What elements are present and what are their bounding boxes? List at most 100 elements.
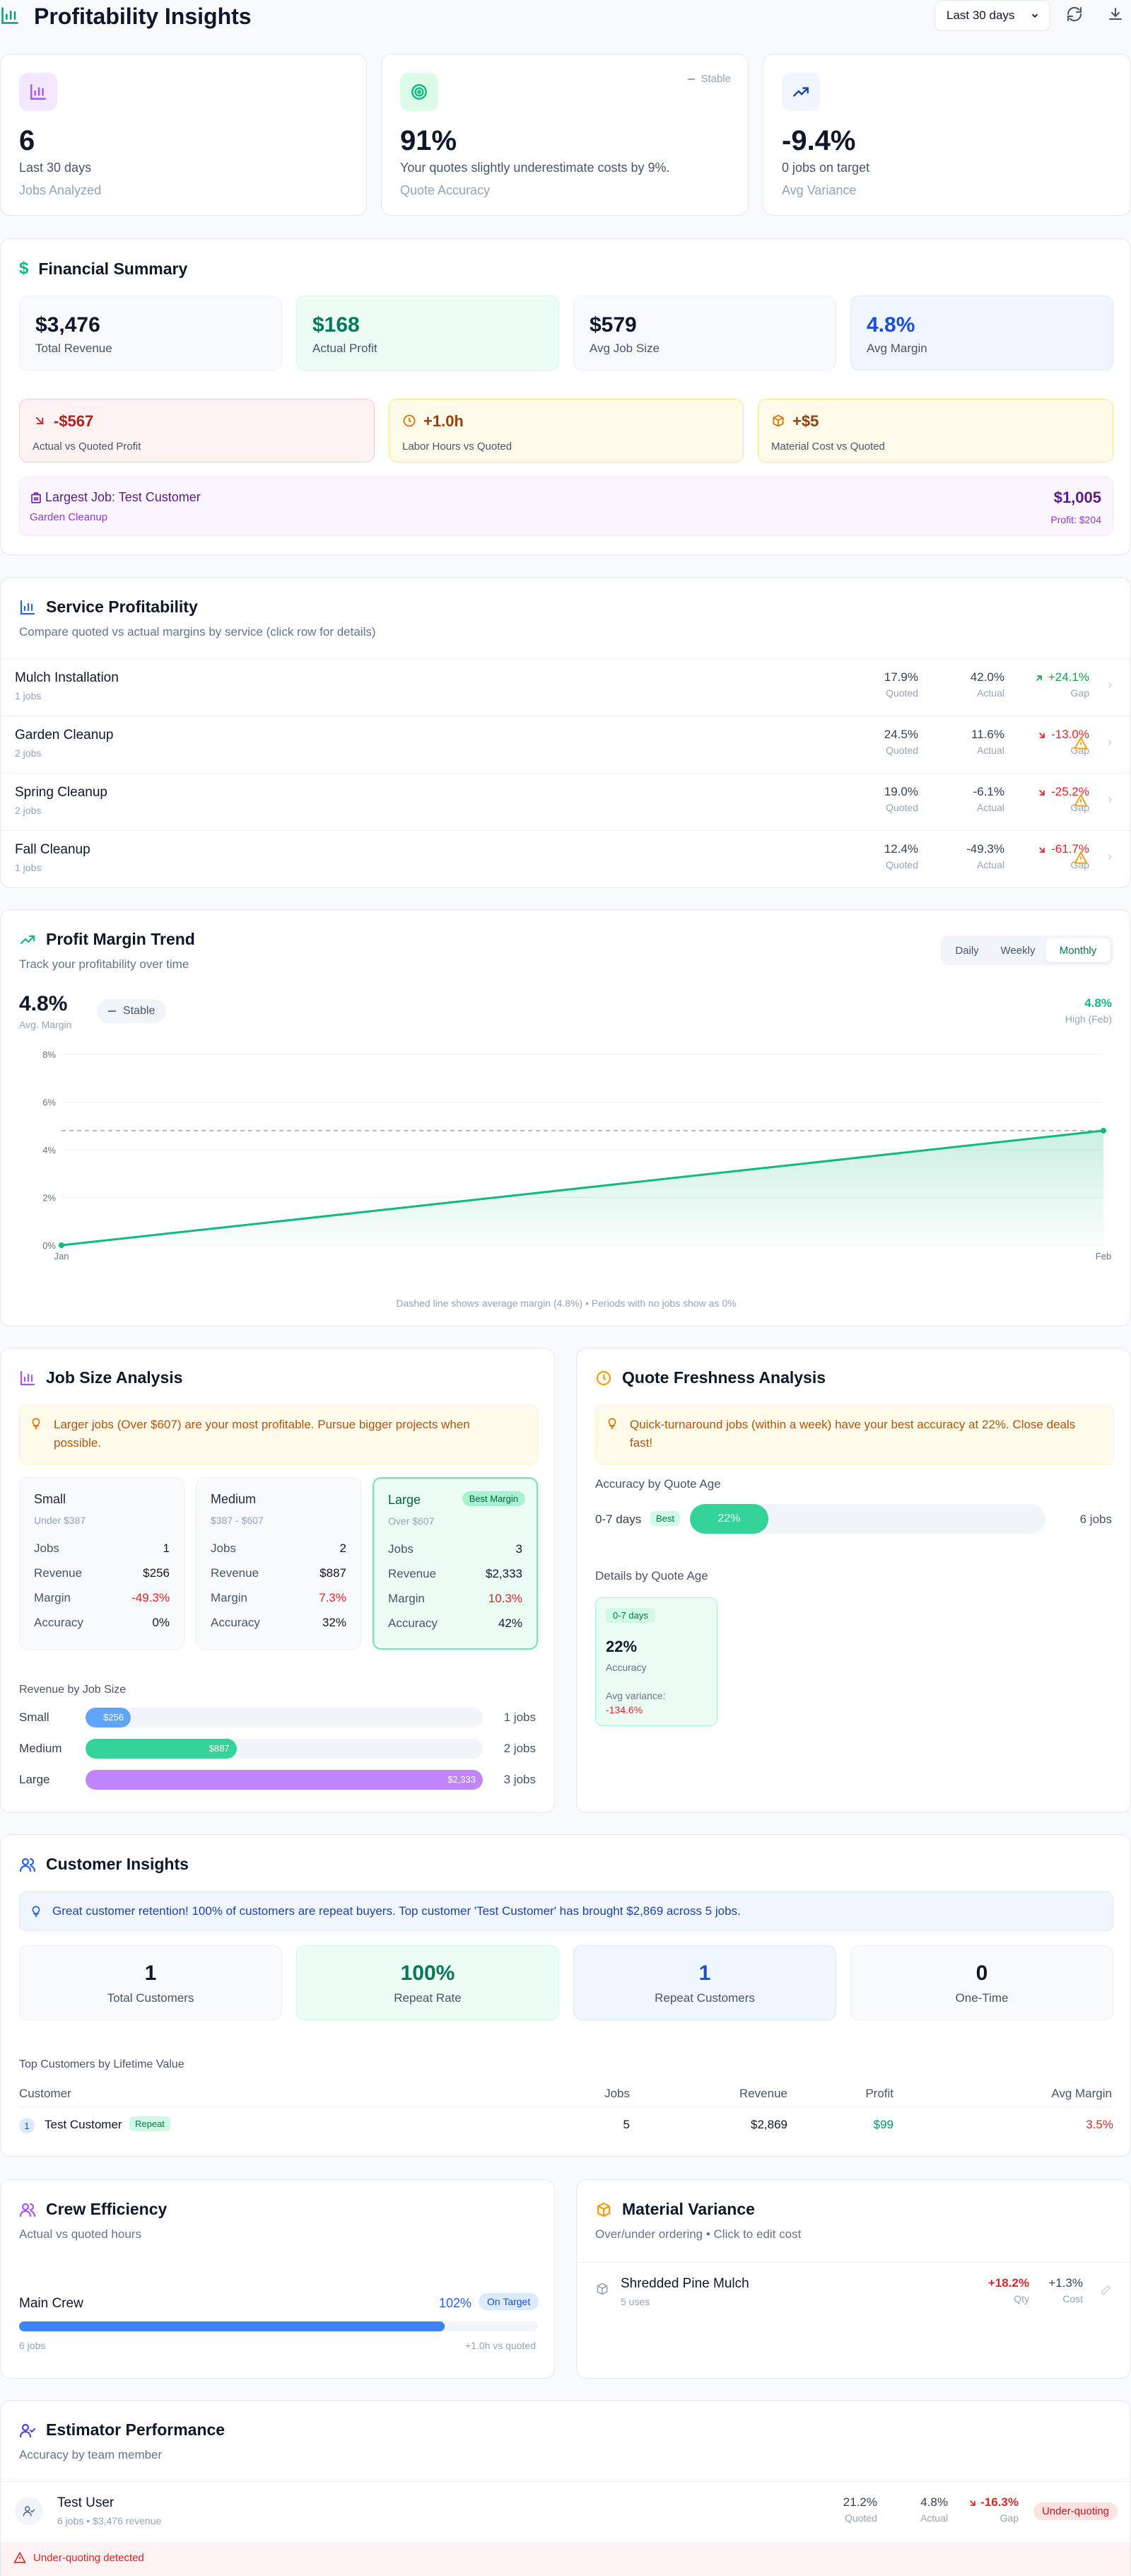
age-bucket-label: 0-7 days	[595, 1513, 642, 1526]
crew-pct: 102%	[438, 2296, 471, 2310]
total-revenue-box: $3,476 Total Revenue	[19, 296, 282, 371]
actual-value: 11.6%	[971, 728, 1004, 741]
stat-label: Actual Profit	[312, 342, 377, 355]
gap-value-wrap: +24.1%	[1026, 670, 1089, 684]
kpi-line1: Last 30 days	[19, 161, 92, 175]
bucket-accuracy: Accuracy 0%	[34, 1616, 170, 1630]
age-accuracy-label: Accuracy	[606, 1662, 647, 1673]
accuracy-value: 42%	[498, 1616, 522, 1630]
period-tabs: Daily Weekly Monthly	[941, 936, 1113, 965]
jobs-label: Jobs	[211, 1541, 236, 1555]
lightbulb-icon	[30, 1417, 42, 1430]
service-jobs: 2 jobs	[15, 747, 42, 759]
customer-insight: Great customer retention! 100% of custom…	[19, 1892, 1113, 1931]
x-tick-label: Jan	[54, 1251, 69, 1261]
cost-label: Cost	[1062, 2293, 1083, 2304]
customer-name: Test Customer	[45, 2118, 122, 2131]
bucket-range: Under $387	[34, 1515, 86, 1526]
header: Profitability Insights Last 30 days	[0, 0, 1131, 35]
customer-revenue: $2,869	[751, 2118, 787, 2131]
largest-job-box[interactable]: Largest Job: Test Customer Garden Cleanu…	[19, 477, 1113, 536]
service-row[interactable]: Garden Cleanup 2 jobs 24.5% Quoted 11.6% Actu…	[1, 716, 1130, 773]
age-variance-label: Avg variance:	[606, 1690, 666, 1701]
customer-stat: 100% Repeat Rate	[296, 1945, 559, 2020]
service-name: Fall Cleanup	[15, 842, 90, 857]
refresh-icon[interactable]	[1066, 6, 1083, 23]
revenue-value: $256	[143, 1566, 170, 1580]
service-row[interactable]: Mulch Installation 1 jobs 17.9% Quoted 42.0%…	[1, 659, 1130, 716]
estimator-row[interactable]: Test User 6 jobs • $3,476 revenue 21.2% …	[1, 2488, 1130, 2534]
bucket-accuracy: Accuracy 42%	[388, 1616, 522, 1631]
bucket-jobs: Jobs 3	[388, 1542, 522, 1556]
accuracy-value: 32%	[322, 1616, 346, 1629]
crew-title: Crew Efficiency	[19, 2200, 167, 2219]
rev-bar-track: $256	[86, 1708, 483, 1727]
bucket-margin: Margin 7.3%	[211, 1591, 346, 1605]
kpi-label: Quote Accuracy	[400, 183, 491, 197]
insight-text: Larger jobs (Over $607) are your most pr…	[54, 1418, 470, 1450]
accuracy-label: Accuracy	[388, 1616, 438, 1630]
col-jobs: Jobs	[604, 2087, 630, 2100]
margin-value: -49.3%	[131, 1591, 170, 1604]
variance-value: -$567	[54, 412, 94, 430]
material-row[interactable]: Shredded Pine Mulch 5 uses +18.2% Qty +1…	[577, 2272, 1131, 2314]
kpi-avg-variance: -9.4% 0 jobs on target Avg Variance	[763, 54, 1131, 216]
chevron-right-icon[interactable]	[1105, 738, 1115, 747]
arrow-down-right-icon	[1037, 730, 1047, 740]
service-jobs: 1 jobs	[15, 690, 42, 701]
download-icon[interactable]	[1107, 6, 1124, 23]
accuracy-label: Accuracy	[34, 1616, 83, 1629]
trending-up-icon	[19, 931, 36, 948]
details-by-age-title: Details by Quote Age	[595, 1569, 708, 1583]
age-detail-card: 0-7 days 22% Accuracy Avg variance: -134…	[595, 1597, 717, 1726]
quoted-label: Quoted	[886, 859, 918, 870]
users-icon	[19, 1856, 36, 1873]
stat-value: $579	[590, 313, 637, 337]
estimator-divider	[1, 2481, 1130, 2482]
estimator-meta: 6 jobs • $3,476 revenue	[57, 2515, 162, 2527]
quoted-label: Quoted	[886, 745, 918, 756]
quoted-value: 21.2%	[843, 2495, 877, 2509]
customer-stat-value: 1	[144, 1962, 157, 1985]
stat-value: 4.8%	[867, 313, 915, 337]
trend-title: Profit Margin Trend	[19, 930, 195, 949]
service-row[interactable]: Fall Cleanup 1 jobs 12.4% Quoted -49.3% Actua…	[1, 831, 1130, 887]
estimator-performance-card: Estimator Performance Accuracy by team m…	[0, 2400, 1131, 2576]
rev-bar-label: Medium	[19, 1742, 62, 1755]
section-title-text: Material Variance	[622, 2200, 755, 2218]
chevron-right-icon[interactable]	[1105, 680, 1115, 690]
bucket-name: Small	[34, 1492, 66, 1506]
kpi-quote-accuracy: Stable 91% Your quotes slightly underest…	[381, 54, 749, 216]
job-size-bucket: Small Under $387 Jobs 1 Revenue $256 Margin -49…	[19, 1477, 184, 1650]
chevron-right-icon[interactable]	[1105, 852, 1115, 862]
variance-value: +$5	[792, 412, 819, 430]
avatar	[15, 2497, 43, 2525]
rev-bar-label: Small	[19, 1710, 49, 1724]
tab-monthly[interactable]: Monthly	[1045, 938, 1111, 962]
pencil-icon[interactable]	[1100, 2283, 1113, 2296]
user-check-icon	[19, 2422, 36, 2439]
bucket-revenue: Revenue $887	[211, 1566, 346, 1580]
date-range-select[interactable]: Last 30 days	[934, 0, 1050, 31]
stat-label: Avg Margin	[867, 342, 927, 355]
material-uses: 5 uses	[621, 2296, 650, 2307]
profit-margin-trend-card: Profit Margin Trend Track your profitabi…	[0, 909, 1131, 1327]
trend-subtitle: Track your profitability over time	[19, 957, 189, 971]
quoted-label: Quoted	[886, 802, 918, 813]
customer-jobs: 5	[623, 2118, 630, 2131]
estimator-subtitle: Accuracy by team member	[19, 2448, 163, 2461]
table-row[interactable]: 1 Test Customer Repeat 5 $2,869 $99 3.5%	[19, 2114, 1113, 2138]
trending-up-icon	[792, 83, 810, 101]
service-row[interactable]: Spring Cleanup 2 jobs 19.0% Quoted -6.1% Actu…	[1, 774, 1130, 830]
package-icon	[595, 2201, 612, 2218]
tab-daily[interactable]: Daily	[955, 944, 979, 957]
gap-value: -25.2%	[1051, 785, 1089, 798]
rev-bar-fill: $887	[86, 1739, 237, 1759]
rev-bar-track: $2,333	[86, 1770, 483, 1790]
tab-weekly[interactable]: Weekly	[1000, 944, 1036, 957]
service-jobs: 1 jobs	[15, 862, 42, 873]
row-divider	[1, 830, 1130, 831]
lightbulb-icon	[30, 1905, 42, 1918]
chevron-right-icon[interactable]	[1105, 795, 1115, 805]
customer-stat-value: 0	[975, 1962, 988, 1985]
